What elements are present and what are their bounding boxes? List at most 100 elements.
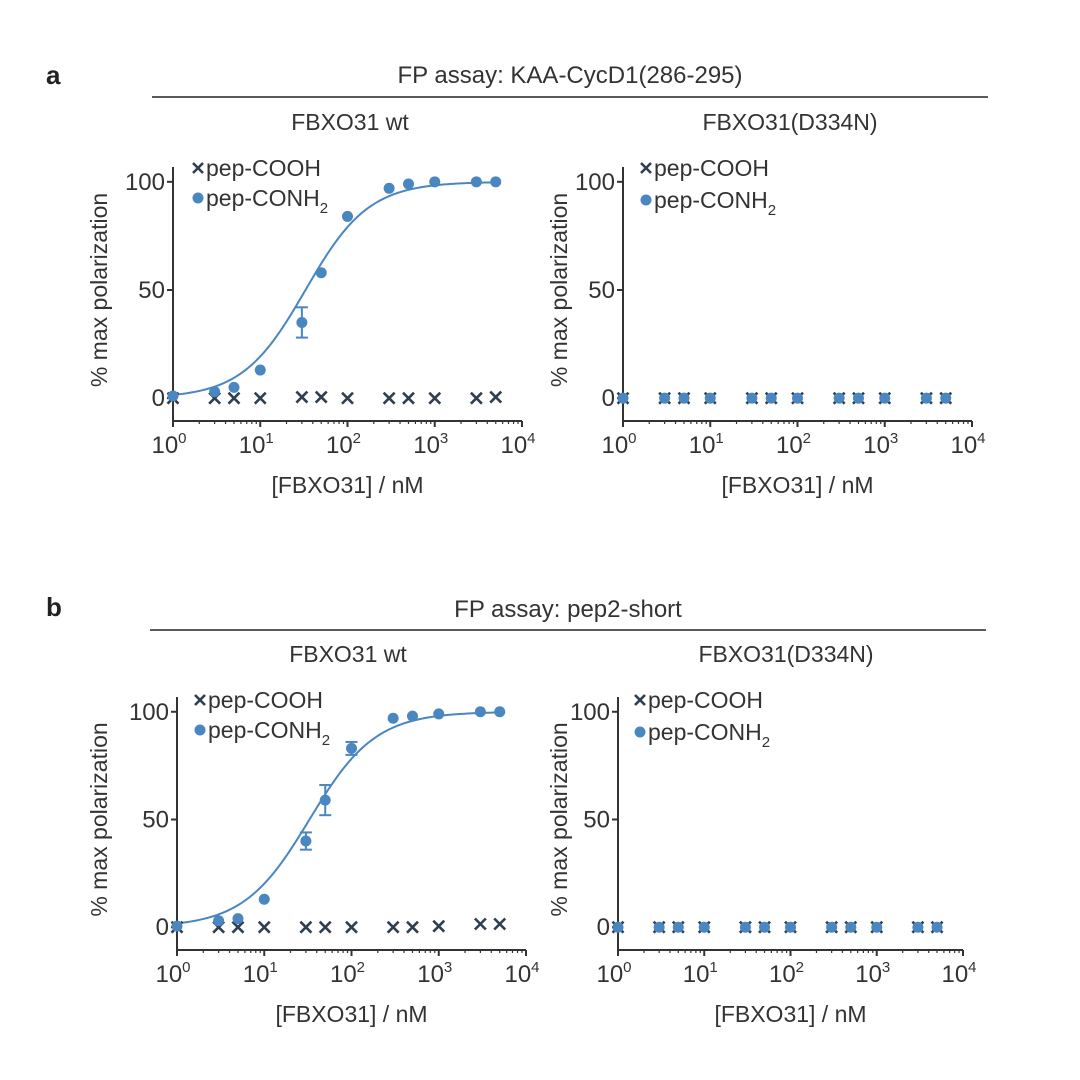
y-tick-label: 0 bbox=[602, 385, 615, 412]
x-tick-label: 100 bbox=[596, 959, 631, 988]
data-point-cooh bbox=[345, 920, 358, 934]
data-point-conh2 bbox=[920, 392, 932, 404]
legend-marker-cooh bbox=[634, 694, 646, 706]
data-point-cooh bbox=[432, 919, 446, 933]
data-point-conh2 bbox=[912, 921, 924, 933]
data-point-conh2 bbox=[342, 210, 353, 222]
marker-stroke bbox=[314, 390, 328, 404]
data-point-conh2 bbox=[296, 316, 308, 328]
data-point-conh2 bbox=[940, 392, 952, 404]
x-tick-exponent: 3 bbox=[882, 959, 890, 976]
marker-stroke bbox=[473, 917, 487, 931]
legend-marker-conh2 bbox=[192, 192, 204, 204]
x-tick-label: 102 bbox=[326, 430, 361, 459]
y-tick-label: 50 bbox=[583, 807, 610, 834]
data-point-cooh bbox=[253, 391, 267, 405]
y-axis-title: % max polarization bbox=[546, 722, 572, 916]
x-tick-exponent: 0 bbox=[623, 959, 631, 976]
y-tick-label: 100 bbox=[570, 699, 610, 726]
chart-title: FBXO31 wt bbox=[291, 109, 409, 135]
x-tick-label: 100 bbox=[155, 959, 190, 988]
data-point-conh2 bbox=[617, 392, 629, 404]
data-point-conh2 bbox=[387, 712, 399, 724]
legend-marker-conh2 bbox=[634, 726, 646, 738]
x-tick-exponent: 3 bbox=[444, 959, 452, 976]
data-point-cooh bbox=[295, 390, 309, 404]
marker-stroke bbox=[299, 920, 313, 934]
data-point-cooh bbox=[386, 920, 400, 934]
x-axis-title: [FBXO31] / nM bbox=[714, 1001, 866, 1027]
data-point-conh2 bbox=[494, 706, 506, 718]
y-tick-label: 50 bbox=[138, 277, 165, 304]
data-point-cooh bbox=[318, 920, 332, 934]
data-point-conh2 bbox=[785, 921, 796, 933]
legend-marker-conh2 bbox=[640, 194, 652, 206]
x-tick-exponent: 2 bbox=[357, 959, 365, 976]
data-point-conh2 bbox=[232, 913, 244, 925]
x-tick-label: 104 bbox=[504, 959, 539, 988]
data-point-conh2 bbox=[879, 392, 891, 404]
data-point-conh2 bbox=[429, 176, 441, 188]
y-tick-label: 100 bbox=[129, 699, 169, 726]
data-point-conh2 bbox=[319, 794, 331, 806]
y-tick-label: 0 bbox=[156, 914, 169, 941]
panel-letter-b: b bbox=[46, 592, 62, 622]
legend-subscript: 2 bbox=[322, 732, 330, 749]
data-point-conh2 bbox=[612, 921, 624, 933]
x-tick-label: 102 bbox=[769, 959, 804, 988]
legend-label: pep-COOH bbox=[648, 687, 763, 713]
y-tick-label: 100 bbox=[575, 169, 615, 196]
data-point-conh2 bbox=[672, 921, 684, 933]
legend-marker-conh2 bbox=[194, 724, 206, 736]
data-point-conh2 bbox=[833, 392, 845, 404]
data-point-cooh bbox=[314, 390, 328, 404]
marker-stroke bbox=[257, 920, 271, 934]
data-point-conh2 bbox=[759, 921, 771, 933]
data-point-conh2 bbox=[383, 182, 395, 194]
x-tick-label: 102 bbox=[330, 959, 365, 988]
x-tick-exponent: 2 bbox=[803, 430, 811, 447]
fit-curve bbox=[172, 181, 496, 396]
x-tick-label: 102 bbox=[776, 430, 811, 459]
y-tick-label: 0 bbox=[597, 914, 610, 941]
marker-stroke bbox=[469, 391, 483, 405]
x-tick-exponent: 0 bbox=[182, 959, 190, 976]
marker-stroke bbox=[345, 920, 358, 934]
data-point-conh2 bbox=[739, 921, 751, 933]
legend-label: pep-COOH bbox=[208, 687, 323, 713]
marker-stroke bbox=[194, 694, 206, 706]
legend-marker-cooh bbox=[194, 694, 206, 706]
x-tick-exponent: 3 bbox=[440, 430, 448, 447]
data-point-conh2 bbox=[845, 921, 857, 933]
data-point-conh2 bbox=[315, 267, 327, 279]
data-point-conh2 bbox=[678, 392, 690, 404]
legend-label: pep-CONH2 bbox=[654, 187, 776, 219]
data-point-conh2 bbox=[346, 742, 357, 754]
data-point-cooh bbox=[428, 391, 442, 405]
x-tick-label: 100 bbox=[151, 430, 186, 459]
marker-stroke bbox=[386, 920, 400, 934]
y-tick-label: 50 bbox=[588, 277, 615, 304]
assay-divider-b bbox=[150, 629, 986, 631]
data-point-cooh bbox=[257, 920, 271, 934]
legend-marker-cooh bbox=[192, 162, 204, 174]
data-point-conh2 bbox=[213, 915, 225, 927]
data-point-conh2 bbox=[406, 710, 418, 722]
x-tick-exponent: 0 bbox=[178, 430, 186, 447]
data-point-conh2 bbox=[659, 392, 671, 404]
marker-stroke bbox=[406, 920, 419, 934]
data-point-conh2 bbox=[792, 392, 803, 404]
legend-subscript: 2 bbox=[768, 202, 776, 219]
x-tick-exponent: 4 bbox=[531, 959, 539, 976]
data-point-conh2 bbox=[852, 392, 864, 404]
assay-divider-a bbox=[152, 96, 988, 98]
marker-stroke bbox=[192, 162, 204, 174]
data-point-cooh bbox=[489, 390, 503, 404]
data-point-conh2 bbox=[653, 921, 665, 933]
data-point-cooh bbox=[382, 391, 396, 405]
legend-label: pep-COOH bbox=[654, 155, 769, 181]
marker-stroke bbox=[402, 391, 415, 405]
